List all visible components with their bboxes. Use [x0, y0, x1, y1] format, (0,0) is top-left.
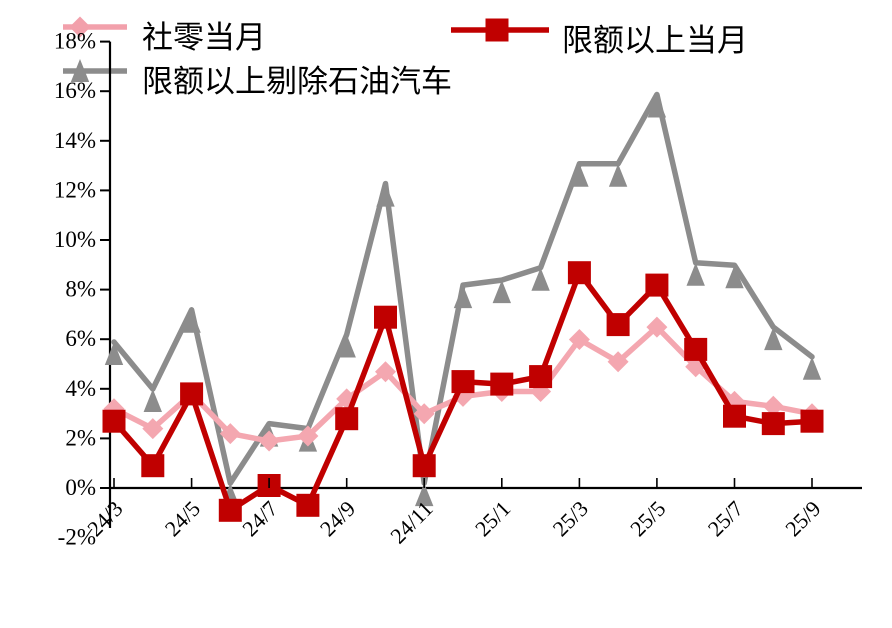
- svg-text:24/5: 24/5: [160, 496, 205, 541]
- svg-text:18%: 18%: [54, 29, 96, 54]
- svg-text:8%: 8%: [65, 277, 96, 302]
- svg-text:25/9: 25/9: [780, 496, 825, 541]
- svg-text:16%: 16%: [54, 78, 96, 103]
- svg-text:2%: 2%: [65, 425, 96, 450]
- svg-text:25/5: 25/5: [625, 496, 670, 541]
- svg-text:限额以上剔除石油汽车: 限额以上剔除石油汽车: [142, 64, 452, 99]
- svg-text:10%: 10%: [54, 227, 96, 252]
- svg-text:14%: 14%: [54, 128, 96, 153]
- svg-text:25/3: 25/3: [548, 496, 593, 541]
- svg-text:4%: 4%: [65, 376, 96, 401]
- svg-text:25/1: 25/1: [470, 496, 515, 541]
- svg-text:社零当月: 社零当月: [142, 20, 266, 55]
- svg-text:6%: 6%: [65, 326, 96, 351]
- svg-text:12%: 12%: [54, 177, 96, 202]
- svg-text:0%: 0%: [65, 475, 96, 500]
- svg-text:24/9: 24/9: [315, 496, 360, 541]
- svg-text:限额以上当月: 限额以上当月: [562, 23, 748, 58]
- svg-text:25/7: 25/7: [703, 496, 748, 541]
